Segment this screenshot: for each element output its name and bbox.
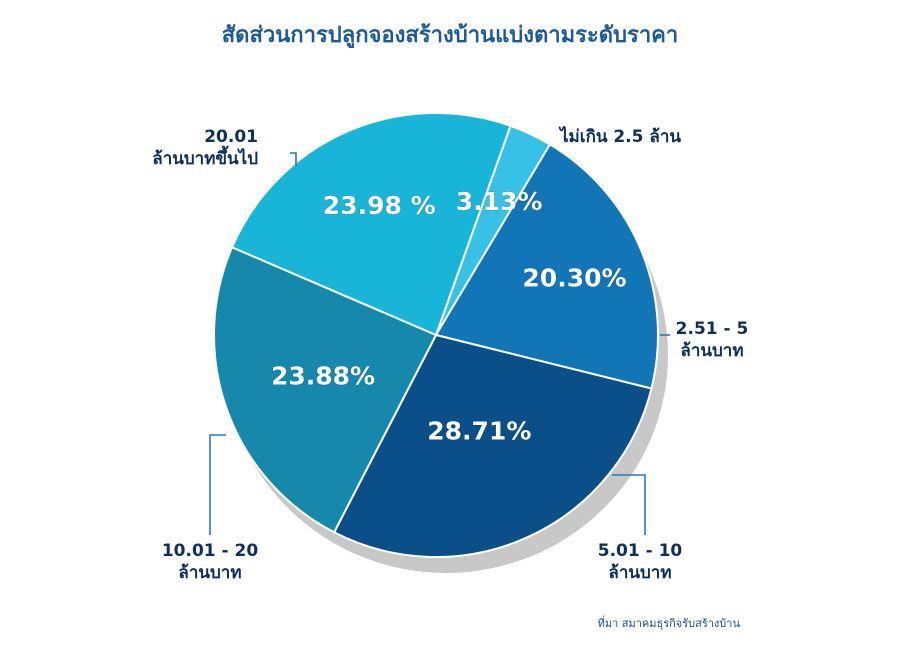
pie-slice-20-01-up — [230, 112, 512, 337]
leader-line — [209, 434, 226, 535]
pie-slice-2-51-to-5 — [434, 143, 659, 390]
category-label-5-01-to-10: 5.01 - 10 ล้านบาท — [598, 541, 683, 583]
leader-lines — [209, 152, 670, 535]
slice-percentage-label: 20.30% — [522, 263, 626, 292]
category-label-10-01-to-20: 10.01 - 20 ล้านบาท — [162, 541, 258, 583]
leader-line — [612, 474, 646, 535]
slice-percentage-label: 23.88% — [271, 361, 375, 390]
pie-slice-5-01-to-10 — [332, 333, 653, 558]
slice-percentage-label: 28.71% — [427, 417, 531, 446]
source-note: ที่มา สมาคมธุรกิจรับสร้างบ้าน — [598, 615, 741, 630]
slice-percentage-label: 23.98 % — [323, 191, 436, 220]
category-label-2-51-to-5: 2.51 - 5 ล้านบาท — [676, 319, 749, 361]
leader-line — [290, 152, 297, 166]
category-label-not-over-2-5: ไม่เกิน 2.5 ล้าน — [558, 126, 681, 147]
category-label-20-01-up: 20.01 ล้านบาทขึ้นไป — [152, 127, 258, 169]
slice-percentage-label: 3.13% — [456, 187, 543, 216]
pie-slice-10-01-to-20 — [213, 245, 438, 534]
percentage-labels: 3.13% 20.30% 28.71% 23.88% 23.98 % — [270, 187, 627, 447]
category-labels: ไม่เกิน 2.5 ล้าน 2.51 - 5 ล้านบาท 5.01 - 10… — [152, 126, 748, 583]
chart-title: สัดส่วนการปลูกจองสร้างบ้านแบ่งตามระดับรา… — [222, 23, 679, 49]
pie-slices — [213, 112, 659, 558]
